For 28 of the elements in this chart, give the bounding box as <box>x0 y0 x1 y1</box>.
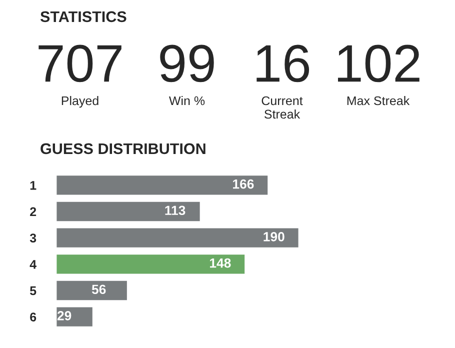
y-tick-label: 2 <box>30 207 36 216</box>
data-label: 166 <box>233 179 254 189</box>
text: Current Streak <box>262 96 303 119</box>
text: STATISTICS <box>40 11 126 22</box>
data-label: 148 <box>210 258 231 268</box>
y-tick-label: 5 <box>30 286 36 296</box>
data-label: 29 <box>57 311 72 320</box>
text: Max Streak <box>347 96 410 106</box>
y-tick-label: 4 <box>30 260 36 269</box>
bar <box>56 253 246 276</box>
text: 16 <box>256 44 310 82</box>
data-label: 190 <box>264 232 284 242</box>
y-tick-label: 3 <box>30 234 36 243</box>
y-tick-label: 6 <box>30 312 36 322</box>
bar <box>56 306 94 328</box>
data-label: 56 <box>92 284 106 294</box>
bar <box>56 226 299 249</box>
chart-title: GUESS DISTRIBUTION <box>40 143 206 154</box>
bar <box>56 174 269 196</box>
text: 102 <box>338 44 420 82</box>
text: Win % <box>168 96 205 106</box>
y-tick-label: 1 <box>30 181 36 190</box>
text: Played <box>62 96 98 108</box>
bar <box>56 200 202 222</box>
text: 707 <box>38 44 122 82</box>
text: 99 <box>160 44 214 82</box>
data-label: 113 <box>165 206 186 216</box>
bar <box>56 280 128 302</box>
